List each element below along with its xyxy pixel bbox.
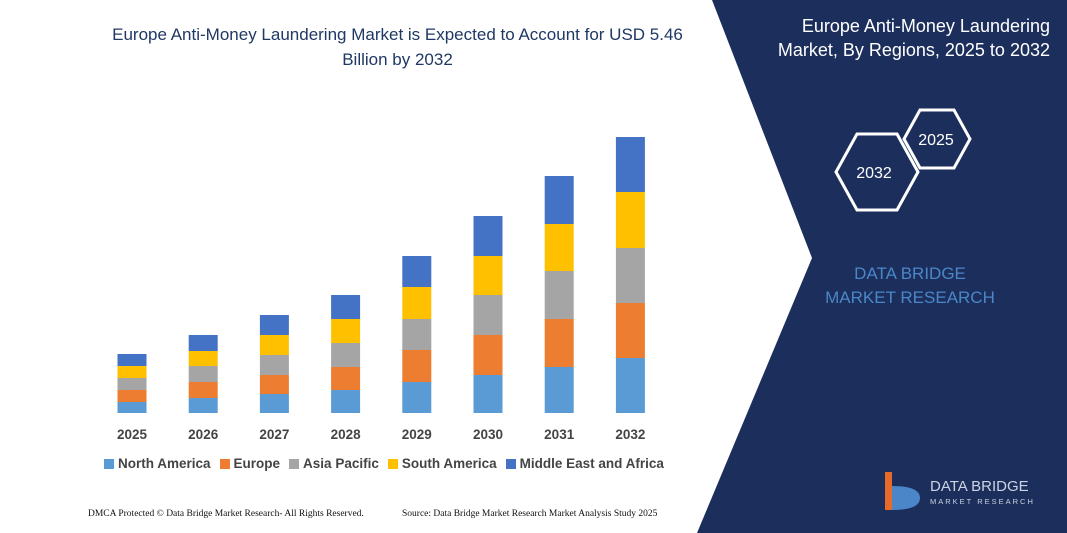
legend-swatch [104,458,114,469]
x-tick-label: 2027 [259,427,289,442]
bar-segment [188,398,218,413]
panel-title: Europe Anti-Money Laundering Market, By … [777,16,1050,60]
x-tick-label: 2030 [473,427,503,442]
hex-label: 2025 [918,132,954,149]
chart-title: Europe Anti-Money Laundering Market is E… [112,25,683,69]
bar-segment [331,319,361,343]
hexagon [902,108,972,170]
bar-segment [544,367,574,413]
bar-segment [402,382,432,413]
bar-segment [188,366,218,382]
bar-segment [331,390,361,413]
bar-segment [259,375,289,394]
bar-segment [615,303,645,358]
bar-segment [117,354,147,366]
bar-segment [259,335,289,355]
logo-icon [885,472,920,510]
bar-segment [615,192,645,248]
bar-segment [473,295,503,335]
bar-segment [473,375,503,413]
logo-shape [892,486,920,510]
brand-text: DATA BRIDGE MARKET RESEARCH [825,264,995,307]
legend: North America Europe Asia Pacific South Ame… [104,456,664,471]
bar-segment [259,355,289,375]
bar-segment [331,343,361,367]
bar-segment [473,256,503,295]
side-panel [697,0,1067,533]
logo-shape [885,472,892,510]
legend-label: Asia Pacific [303,456,379,471]
bar-segment [544,224,574,271]
legend-label: North America [118,456,211,471]
bar-segment [188,335,218,351]
bar-segment [117,390,147,402]
bar-segment [331,295,361,319]
bar-segment [544,271,574,319]
legend-item: North America [104,456,211,471]
x-tick-label: 2032 [615,427,645,442]
x-tick-label: 2025 [117,427,148,442]
bar-segment [117,366,147,378]
legend-swatch [219,458,230,469]
bar-segment [259,315,289,335]
bar-segment [117,378,147,390]
bar-segment [544,176,574,224]
bar-segment [331,367,361,390]
footer-left: DMCA Protected © Data Bridge Market Rese… [88,509,364,519]
legend-item: Europe [219,456,281,471]
logo-name: DATA BRIDGE [930,478,1029,495]
bar-segment [402,350,432,382]
bar-segment [188,351,218,366]
legend-label: Middle East and Africa [519,456,664,471]
bar-segment [402,319,432,350]
bar-segment [402,287,432,319]
x-tick-label: 2029 [402,427,432,442]
hexagon [834,132,920,212]
legend-swatch [289,458,300,469]
hex-label: 2032 [856,165,892,182]
bar-segment [188,382,218,398]
bar-segment [615,248,645,303]
bar-segment [259,394,289,413]
logo-tagline: MARKET RESEARCH [930,497,1035,506]
bar-segment [473,216,503,256]
x-tick-label: 2031 [544,427,575,442]
legend-label: South America [401,456,497,471]
bar-segment [117,402,147,413]
footer-right: Source: Data Bridge Market Research Mark… [402,509,658,519]
bar-segment [615,358,645,413]
x-tick-label: 2028 [331,427,362,442]
legend-item: South America [387,456,497,471]
bar-segment [615,137,645,192]
bar-segment [402,256,432,287]
x-tick-label: 2026 [188,427,219,442]
legend-item: Middle East and Africa [505,456,664,471]
bar-segment [473,335,503,375]
legend-swatch [505,458,516,469]
legend-swatch [387,458,398,469]
legend-item: Asia Pacific [289,456,379,471]
legend-label: Europe [233,456,281,471]
bar-segment [544,319,574,367]
